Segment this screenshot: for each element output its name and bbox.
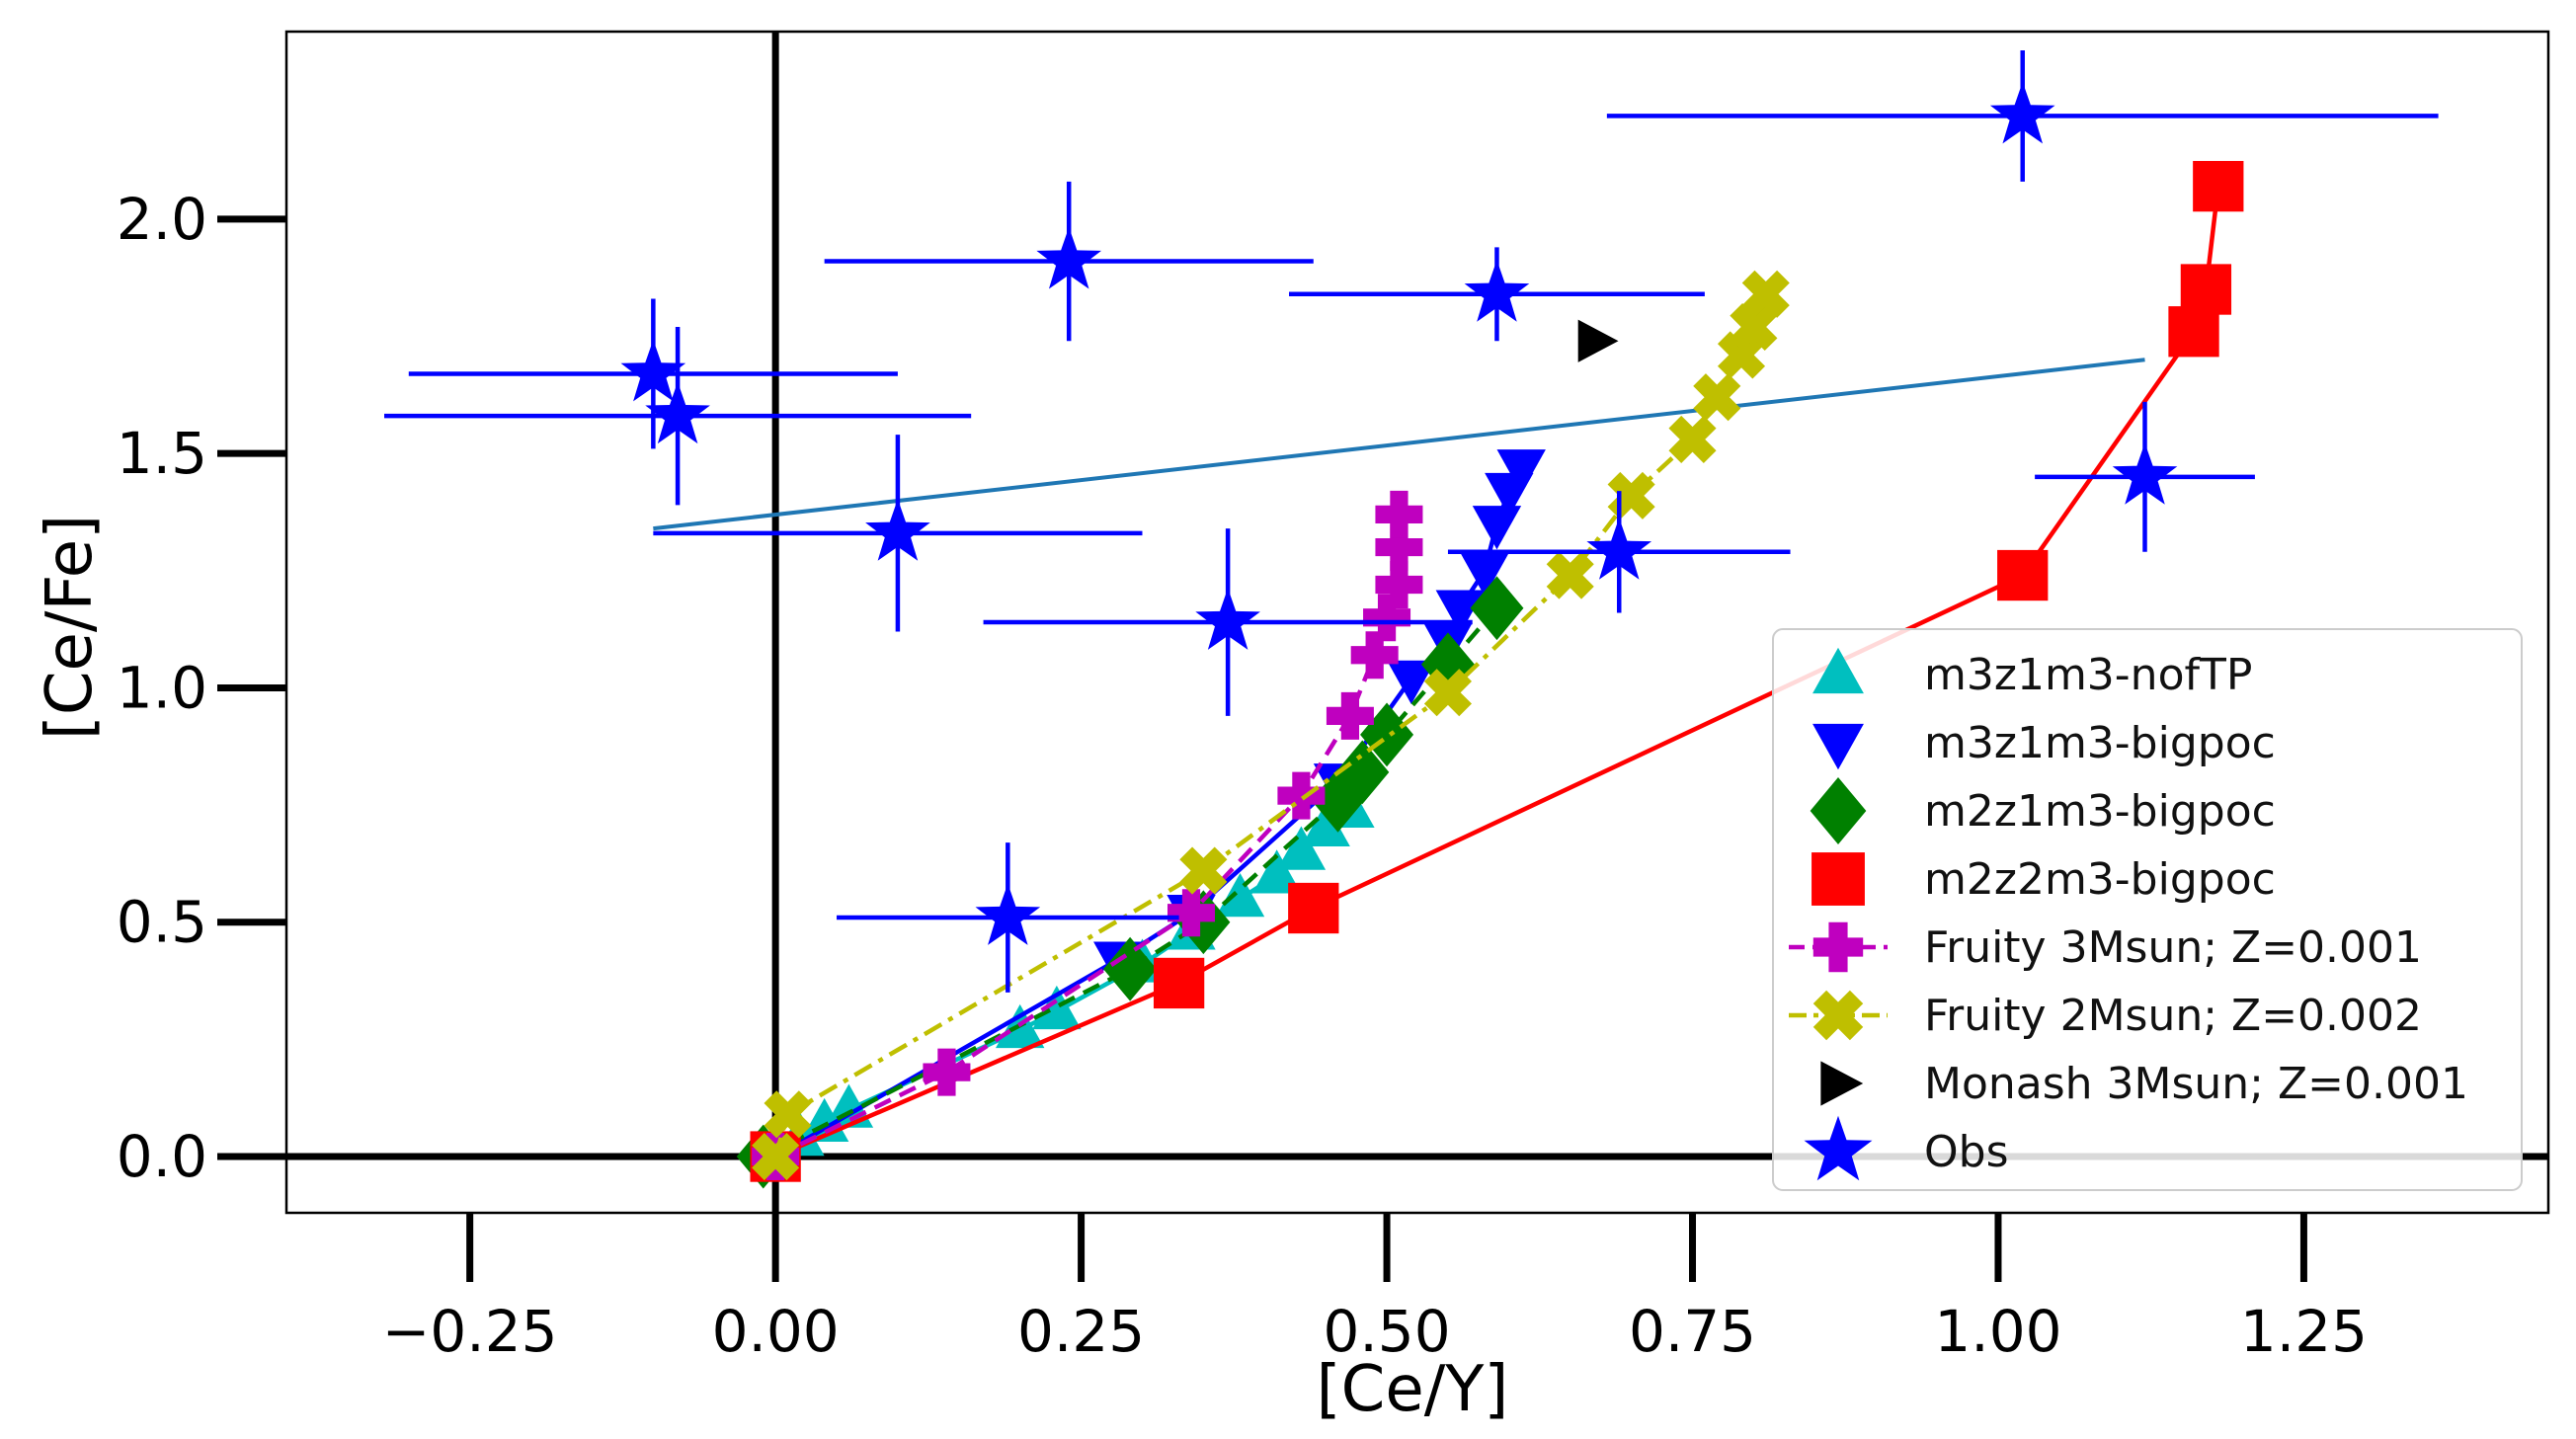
data-point — [923, 1048, 971, 1096]
x-tick-label: −0.25 — [382, 1298, 558, 1365]
data-point — [1472, 506, 1522, 550]
x-tick-label: 0.00 — [712, 1298, 840, 1365]
legend-entry-1: m3z1m3-bigpoc — [1812, 718, 2276, 770]
data-point — [1577, 319, 1619, 362]
data-point — [1103, 936, 1158, 1001]
data-point — [2180, 264, 2232, 315]
legend-label: Fruity 2Msun; Z=0.002 — [1924, 991, 2422, 1041]
data-point — [1276, 826, 1327, 870]
data-point — [1375, 523, 1423, 572]
data-point — [1693, 373, 1741, 422]
data-point — [1546, 551, 1594, 600]
data-point — [1251, 849, 1302, 894]
data-point — [975, 883, 1041, 945]
data-point — [1375, 561, 1423, 609]
legend-marker — [1810, 776, 1867, 845]
legend-label: m2z1m3-bigpoc — [1924, 786, 2276, 837]
axes: −0.25 0.00 0.25 0.50 0.75 1.00 1.25 0.0 0.5 1.0 1.… — [117, 30, 2550, 1365]
x-tick-label: 1.00 — [1934, 1298, 2061, 1365]
y-tick-label: 2.0 — [117, 186, 207, 253]
data-point — [1288, 882, 1339, 934]
data-point — [1195, 588, 1260, 650]
legend-label: Obs — [1924, 1127, 2009, 1177]
plot-area — [286, 32, 2548, 1213]
data-point — [1435, 590, 1486, 634]
legend-entry-5: Fruity 2Msun; Z=0.002 — [1789, 990, 2422, 1041]
data-point — [1586, 518, 1652, 580]
legend-entry-3: m2z2m3-bigpoc — [1811, 852, 2276, 906]
data-point — [2112, 442, 2178, 505]
data-point — [1997, 549, 2049, 601]
y-tick-label: 1.0 — [117, 654, 207, 721]
data-point — [620, 339, 686, 402]
x-axis-label: [Ce/Y] — [1317, 1353, 1509, 1426]
data-point — [1668, 415, 1717, 463]
data-point — [1460, 552, 1509, 597]
data-point — [1326, 691, 1374, 740]
legend: m3z1m3-nofTP m3z1m3-bigpoc m2z1m3-bigpoc m2… — [1772, 628, 2523, 1191]
data-point — [752, 1133, 800, 1181]
data-point — [1741, 270, 1790, 318]
legend-entry-4: Fruity 3Msun; Z=0.001 — [1789, 921, 2422, 973]
data-point — [1717, 331, 1766, 379]
legend-marker — [1820, 1061, 1864, 1106]
data-point — [1215, 873, 1265, 918]
legend-marker — [1804, 1115, 1873, 1181]
legend-entry-7: Obs — [1804, 1115, 2009, 1181]
data-point — [1387, 660, 1436, 704]
data-point — [1375, 490, 1423, 538]
data-point — [764, 1090, 812, 1139]
data-point — [645, 381, 710, 444]
data-point — [1470, 576, 1524, 641]
x-tick-label: 1.25 — [2240, 1298, 2368, 1365]
data-point — [1989, 81, 2055, 144]
series-6 — [1577, 319, 1619, 362]
y-tick-label: 0.5 — [117, 889, 207, 956]
y-tick-label: 0.0 — [117, 1123, 207, 1190]
legend-marker — [1811, 852, 1865, 906]
legend-label: Monash 3Msun; Z=0.001 — [1924, 1059, 2468, 1109]
y-tick-label: 1.5 — [117, 420, 207, 487]
legend-marker — [1812, 647, 1864, 694]
series-7 — [384, 49, 2439, 993]
legend-entry-0: m3z1m3-nofTP — [1812, 647, 2252, 700]
data-point — [1363, 594, 1411, 642]
plot-inner — [286, 32, 2548, 1213]
series-3 — [750, 160, 2244, 1182]
data-point — [1350, 631, 1399, 680]
legend-label: m3z1m3-nofTP — [1924, 650, 2252, 700]
legend-label: m2z2m3-bigpoc — [1924, 854, 2276, 905]
y-axis-label: [Ce/Fe] — [34, 515, 107, 740]
data-point — [1036, 227, 1102, 289]
data-point — [1335, 740, 1390, 805]
data-point — [1153, 957, 1205, 1009]
legend-label: m3z1m3-bigpoc — [1924, 718, 2276, 768]
data-point — [1464, 260, 1530, 322]
data-point — [1423, 669, 1472, 717]
legend-entry-6: Monash 3Msun; Z=0.001 — [1820, 1059, 2468, 1109]
legend-box — [1772, 628, 2523, 1191]
legend-marker — [1812, 921, 1864, 973]
data-point — [865, 499, 930, 561]
series-2 — [736, 576, 1524, 1189]
data-point — [1179, 846, 1228, 895]
plot-frame — [284, 30, 2550, 1215]
data-point — [1032, 985, 1082, 1030]
x-tick-label: 0.50 — [1323, 1298, 1450, 1365]
data-point — [1167, 889, 1215, 937]
x-tick-label: 0.25 — [1017, 1298, 1145, 1365]
legend-marker — [1812, 723, 1864, 770]
data-point — [1730, 302, 1778, 352]
series-5 — [752, 270, 1790, 1181]
x-tick-label: 0.75 — [1629, 1298, 1756, 1365]
data-point — [1496, 449, 1546, 494]
fit-line — [653, 358, 2145, 531]
data-point — [1301, 802, 1350, 847]
data-point — [1277, 771, 1326, 820]
data-point — [2193, 160, 2244, 212]
legend-marker — [1812, 990, 1864, 1041]
legend-label: Fruity 3Msun; Z=0.001 — [1924, 922, 2422, 973]
legend-entry-2: m2z1m3-bigpoc — [1810, 776, 2276, 845]
